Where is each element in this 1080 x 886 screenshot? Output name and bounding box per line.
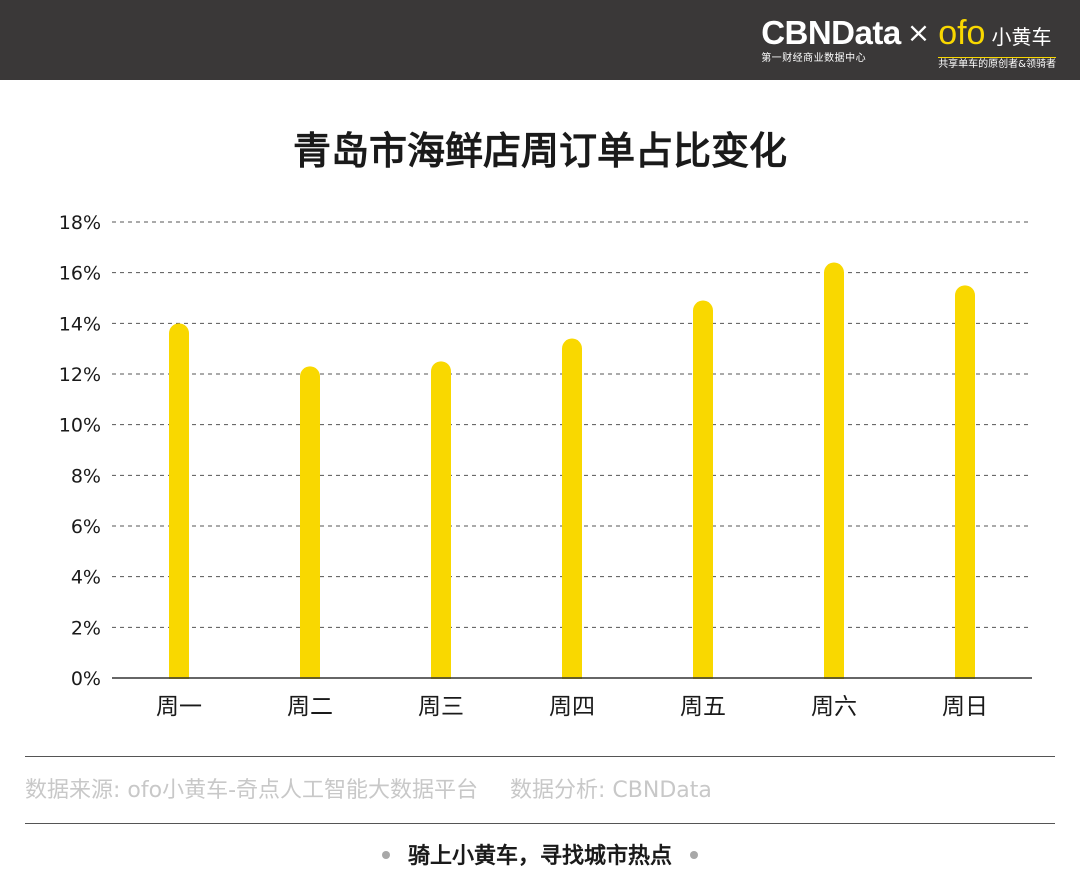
- bullet-dot-icon: [381, 851, 390, 859]
- collaboration-times-icon: ×: [906, 16, 931, 49]
- bullet-dot-icon: [690, 851, 698, 859]
- bar-base: [824, 668, 844, 679]
- y-tick-label: 0%: [71, 668, 101, 690]
- data-analysis: 数据分析: CBNData: [510, 778, 712, 803]
- x-axis-ticks: 周一 周二 周三 周四 周五 周六 周日: [156, 694, 988, 720]
- bar: [562, 338, 582, 679]
- bar: [300, 366, 320, 679]
- x-tick-label: 周六: [811, 694, 857, 720]
- y-tick-label: 2%: [71, 617, 101, 639]
- bars: [169, 262, 975, 679]
- footer-divider-bottom: [25, 823, 1055, 824]
- bar-base: [693, 668, 713, 679]
- bar: [824, 262, 844, 679]
- x-tick-label: 周一: [156, 694, 202, 720]
- ofo-logo-row: ofo 小黄车: [938, 14, 1051, 56]
- footer-divider-top: [25, 756, 1055, 757]
- y-tick-label: 4%: [71, 567, 101, 589]
- bar-base: [300, 668, 320, 679]
- cbn-logo: CBNData: [761, 14, 901, 51]
- y-tick-label: 6%: [71, 516, 101, 538]
- header-bar: CBNData 第一财经商业数据中心 × ofo 小黄车 共享单车的原创者&领骑…: [0, 0, 1080, 80]
- ofo-logo: ofo: [938, 14, 986, 52]
- bar-base: [431, 668, 451, 679]
- ofo-subtitle: 共享单车的原创者&领骑者: [938, 57, 1056, 70]
- source-line: 数据来源: ofo小黄车-奇点人工智能大数据平台 数据分析: CBNData: [25, 772, 712, 804]
- bar: [169, 323, 189, 679]
- y-tick-label: 10%: [59, 415, 101, 437]
- y-tick-label: 8%: [71, 465, 101, 487]
- x-tick-label: 周日: [942, 694, 988, 720]
- x-tick-label: 周四: [549, 694, 595, 720]
- bar: [955, 285, 975, 679]
- x-tick-label: 周三: [418, 694, 464, 720]
- slogan-row: 骑上小黄车，寻找城市热点: [0, 838, 1080, 870]
- x-tick-label: 周二: [287, 694, 333, 720]
- chart-title: 青岛市海鲜店周订单占比变化: [292, 129, 787, 173]
- cbn-brand: CBNData 第一财经商业数据中心: [761, 14, 901, 65]
- ofo-brand: ofo 小黄车 共享单车的原创者&领骑者: [938, 14, 1056, 71]
- slogan: 骑上小黄车，寻找城市热点: [407, 844, 672, 869]
- bar: [693, 300, 713, 679]
- data-source: 数据来源: ofo小黄车-奇点人工智能大数据平台: [25, 778, 479, 803]
- bar-base: [955, 668, 975, 679]
- y-tick-label: 18%: [59, 212, 101, 234]
- bar-base: [562, 668, 582, 679]
- bar-base: [169, 668, 189, 679]
- cbn-subtitle: 第一财经商业数据中心: [761, 53, 867, 64]
- y-tick-label: 14%: [59, 313, 101, 335]
- bar: [431, 361, 451, 679]
- x-tick-label: 周五: [680, 694, 726, 720]
- y-tick-label: 16%: [59, 263, 101, 285]
- y-axis-ticks: 0% 2% 4% 6% 8% 10% 12% 14% 16% 18%: [59, 212, 101, 690]
- y-tick-label: 12%: [59, 364, 101, 386]
- ofo-name: 小黄车: [991, 25, 1052, 49]
- brand-area: CBNData 第一财经商业数据中心 × ofo 小黄车 共享单车的原创者&领骑…: [761, 14, 1056, 71]
